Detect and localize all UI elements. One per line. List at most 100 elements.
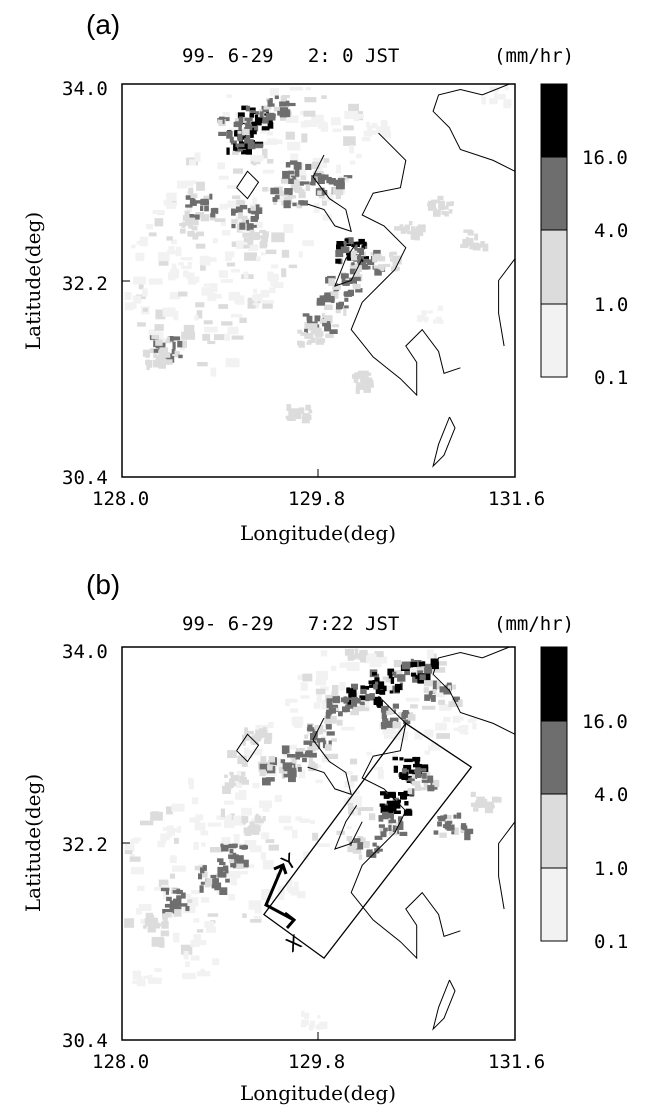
rain-cell (390, 251, 397, 255)
rain-pixel (188, 159, 197, 166)
rain-cell (242, 232, 251, 238)
rain-pixel (305, 185, 311, 191)
rain-pixel (227, 200, 240, 208)
rain-cell (151, 924, 160, 929)
rain-cell (362, 241, 367, 247)
rain-pixel (303, 110, 316, 117)
rain-pixel (197, 971, 211, 977)
rain-pixel (233, 834, 240, 844)
panel-b-colorbar-tick: 0.1 (594, 931, 628, 953)
rain-cell (297, 329, 303, 334)
rain-pixel (342, 770, 353, 775)
rain-pixel (188, 187, 194, 195)
rain-cell (211, 884, 217, 889)
rain-pixel (172, 865, 186, 872)
rain-cell (218, 131, 227, 136)
rain-pixel (302, 673, 313, 682)
panel-b-axis-arrows (264, 864, 295, 922)
rain-cell (225, 878, 230, 883)
rain-pixel (245, 864, 255, 868)
rain-cell (321, 313, 325, 321)
rain-cell (423, 680, 433, 687)
rain-cell (347, 237, 354, 242)
rain-cell (168, 336, 174, 342)
rain-cell (307, 746, 316, 752)
rain-pixel (220, 808, 225, 818)
rain-pixel (194, 152, 201, 162)
rain-cell (249, 224, 257, 228)
rain-pixel (437, 661, 447, 666)
rain-cell (356, 842, 364, 850)
rain-pixel (321, 95, 327, 99)
rain-pixel (256, 256, 261, 262)
rain-cell (439, 319, 444, 324)
rain-cell (229, 784, 234, 788)
rain-cell (217, 866, 224, 872)
rain-pixel (195, 302, 205, 308)
rain-pixel (175, 246, 182, 257)
rain-cell (262, 816, 266, 822)
rain-cell (262, 231, 269, 238)
rain-pixel (292, 829, 298, 839)
rain-cell (262, 107, 269, 113)
rain-cell (293, 179, 300, 185)
rain-cell (308, 757, 313, 764)
rain-cell (412, 675, 417, 680)
panel-b-ytick-top: 34.0 (62, 641, 108, 663)
rain-cell (355, 386, 360, 394)
rain-pixel (244, 252, 257, 261)
rain-cell (161, 921, 169, 929)
rain-cell (191, 226, 198, 231)
rain-cell (287, 767, 297, 775)
rain-cell (365, 841, 370, 846)
rain-cell (245, 134, 251, 142)
panel-a-colorbar-4 (541, 157, 567, 230)
rain-cell (142, 349, 151, 357)
rain-cell (247, 141, 256, 150)
rain-cell (351, 843, 358, 849)
rain-pixel (316, 843, 330, 847)
rain-pixel (193, 934, 202, 943)
panel-b-header: 99- 6-29 7:22 JST (182, 613, 399, 635)
rain-cell (427, 775, 434, 783)
rain-pixel (170, 828, 181, 833)
rain-cell (228, 854, 237, 859)
rain-cell (162, 827, 168, 831)
rain-pixel (320, 122, 329, 132)
rain-pixel (183, 324, 195, 334)
rain-cell (250, 216, 258, 222)
rain-cell (241, 771, 245, 776)
rain-pixel (201, 842, 206, 847)
rain-cell (307, 724, 313, 732)
rain-cell (344, 648, 351, 656)
rain-cell (360, 688, 367, 695)
rain-pixel (316, 692, 322, 703)
rain-cell (226, 147, 230, 155)
rain-cell (332, 324, 339, 328)
rain-cell (259, 293, 268, 298)
rain-pixel (228, 870, 241, 879)
rain-pixel (332, 128, 342, 133)
rain-cell (470, 242, 479, 248)
rain-cell (243, 244, 250, 249)
rain-cell (292, 202, 297, 207)
rain-cell (304, 734, 308, 739)
rain-pixel (323, 158, 330, 163)
rain-cell (312, 729, 318, 737)
rain-cell (280, 759, 286, 764)
rain-cell (436, 681, 441, 690)
rain-cell (442, 205, 449, 210)
rain-cell (478, 804, 487, 808)
rain-pixel (361, 137, 371, 142)
rain-cell (224, 782, 233, 786)
rain-cell (433, 830, 439, 835)
rain-cell (247, 208, 252, 213)
rain-cell (300, 332, 307, 336)
rain-cell (356, 382, 365, 390)
rain-cell (359, 701, 365, 705)
rain-cell (326, 731, 335, 736)
rain-pixel (295, 816, 302, 821)
rain-pixel (350, 758, 358, 765)
rain-cell (430, 680, 438, 685)
rain-cell (255, 114, 259, 123)
